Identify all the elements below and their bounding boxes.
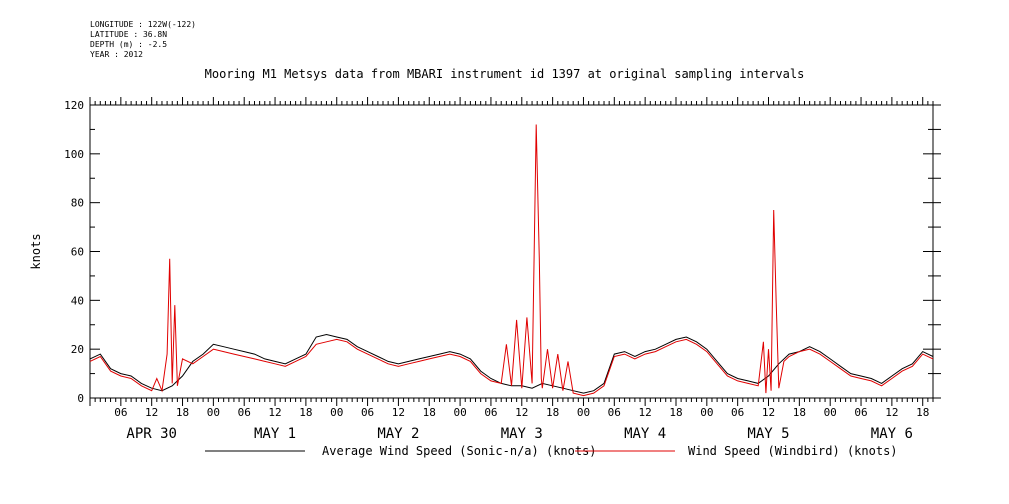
- day-label: MAY 6: [871, 426, 913, 442]
- chart-title: Mooring M1 Metsys data from MBARI instru…: [204, 67, 805, 81]
- legend-label-windbird: Wind Speed (Windbird) (knots): [688, 444, 898, 458]
- x-tick-label: 12: [762, 406, 775, 419]
- x-tick-label: 12: [515, 406, 528, 419]
- day-label: APR 30: [126, 426, 177, 442]
- longitude-text: LONGITUDE : 122W(-122): [90, 20, 196, 29]
- x-tick-label: 12: [145, 406, 158, 419]
- depth-text: DEPTH (m) : -2.5: [90, 40, 168, 49]
- day-label: MAY 5: [747, 426, 789, 442]
- year-text: YEAR : 2012: [90, 50, 143, 59]
- x-tick-label: 18: [793, 406, 806, 419]
- x-tick-label: 00: [700, 406, 713, 419]
- day-label: MAY 4: [624, 426, 666, 442]
- y-tick-label: 100: [64, 148, 84, 161]
- x-tick-label: 00: [453, 406, 466, 419]
- x-tick-label: 06: [484, 406, 497, 419]
- x-tick-label: 18: [916, 406, 929, 419]
- metadata-block: LONGITUDE : 122W(-122) LATITUDE : 36.8N …: [90, 20, 196, 60]
- x-tick-label: 06: [731, 406, 744, 419]
- x-tick-label: 12: [639, 406, 652, 419]
- y-tick-label: 40: [71, 294, 84, 307]
- latitude-text: LATITUDE : 36.8N: [90, 30, 168, 39]
- day-label: MAY 3: [501, 426, 543, 442]
- x-tick-label: 12: [268, 406, 281, 419]
- y-tick-label: 60: [71, 246, 84, 259]
- x-tick-label: 18: [546, 406, 559, 419]
- x-tick-label: 18: [176, 406, 189, 419]
- x-tick-label: 00: [330, 406, 343, 419]
- x-tick-label: 18: [669, 406, 682, 419]
- x-tick-label: 12: [885, 406, 898, 419]
- x-tick-label: 18: [299, 406, 312, 419]
- y-tick-label: 80: [71, 197, 84, 210]
- plot-frame: [89, 104, 934, 399]
- y-tick-label: 0: [77, 392, 84, 405]
- x-tick-label: 06: [238, 406, 251, 419]
- x-tick-label: 06: [608, 406, 621, 419]
- x-tick-label: 00: [824, 406, 837, 419]
- day-label: MAY 2: [377, 426, 419, 442]
- x-tick-label: 06: [854, 406, 867, 419]
- x-tick-label: 00: [577, 406, 590, 419]
- x-tick-label: 00: [207, 406, 220, 419]
- y-tick-label: 120: [64, 99, 84, 112]
- series-line-windbird: [89, 124, 934, 397]
- y-axis-label: knots: [29, 233, 43, 269]
- y-tick-label: 20: [71, 343, 84, 356]
- x-tick-label: 12: [392, 406, 405, 419]
- legend-label-average: Average Wind Speed (Sonic-n/a) (knots): [322, 444, 597, 458]
- day-label: MAY 1: [254, 426, 296, 442]
- x-tick-label: 06: [114, 406, 127, 419]
- x-tick-label: 06: [361, 406, 374, 419]
- x-tick-label: 18: [423, 406, 436, 419]
